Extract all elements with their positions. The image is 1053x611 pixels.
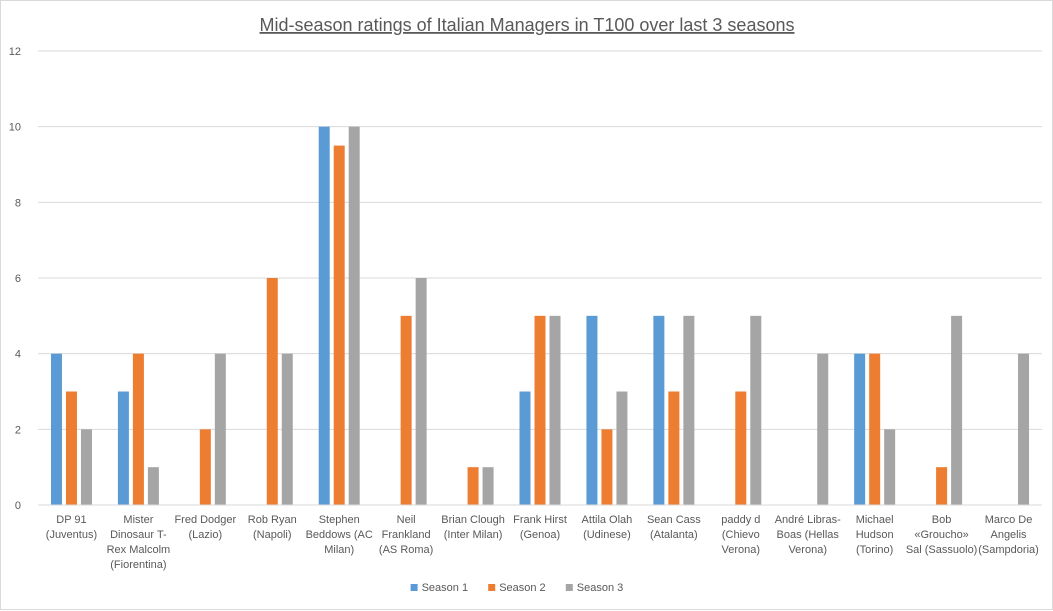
legend-label: Season 1: [422, 582, 468, 594]
bar-season-1: [117, 391, 129, 505]
bar-season-2: [65, 391, 77, 505]
y-tick-label: 2: [15, 424, 21, 436]
bar-season-3: [549, 315, 561, 505]
legend: Season 1 Season 2 Season 3: [410, 582, 623, 594]
y-tick-label: 6: [15, 273, 21, 285]
x-tick-label: Brian Clough (Inter Milan): [441, 514, 505, 541]
x-tick-label: Michael Hudson (Torino): [856, 514, 894, 556]
legend-label: Season 3: [577, 582, 623, 594]
bar-season-3: [817, 353, 829, 505]
bar-season-3: [80, 429, 92, 505]
bar-season-2: [869, 353, 881, 505]
bar-season-1: [50, 353, 62, 505]
bar-season-1: [519, 391, 531, 505]
bar-season-2: [333, 145, 345, 506]
bar-season-2: [534, 315, 546, 505]
legend-swatch: [565, 584, 573, 591]
x-tick-label: Sean Cass (Atalanta): [647, 514, 701, 541]
bar-season-2: [936, 467, 948, 505]
bar-season-3: [951, 315, 963, 505]
bar-season-1: [854, 353, 866, 505]
y-tick-label: 4: [15, 349, 21, 361]
y-tick-label: 12: [9, 46, 21, 58]
y-axis-ticks: 0 2 4 6 8 10 12: [9, 46, 21, 512]
bar-season-3: [884, 429, 896, 505]
bar-season-3: [147, 467, 159, 505]
x-tick-label: paddy d (Chievo Verona): [721, 514, 760, 556]
x-tick-label: Frank Hirst (Genoa): [513, 514, 567, 541]
x-tick-label: DP 91 (Juventus): [46, 514, 97, 541]
bar-season-2: [400, 315, 412, 505]
bar-season-2: [668, 391, 680, 505]
x-tick-label: Marco De Angelis (Sampdoria): [978, 514, 1039, 556]
bar-season-3: [482, 467, 494, 505]
bar-season-2: [199, 429, 211, 505]
x-tick-label: Fred Dodger (Lazio): [174, 514, 236, 541]
x-tick-label: Bob «Groucho» Sal (Sassuolo): [906, 514, 978, 556]
bar-season-2: [266, 278, 278, 505]
legend-swatch: [410, 584, 418, 591]
y-tick-label: 8: [15, 197, 21, 209]
x-tick-label: Neil Frankland (AS Roma): [379, 514, 433, 556]
x-tick-label: Rob Ryan (Napoli): [248, 514, 297, 541]
bar-season-2: [735, 391, 747, 505]
bar-season-3: [750, 315, 762, 505]
bar-season-1: [586, 315, 598, 505]
bar-season-3: [214, 353, 226, 505]
bar-season-2: [601, 429, 613, 505]
bar-season-3: [1018, 353, 1030, 505]
x-tick-label: André Libras-Boas (Hellas Verona): [775, 514, 841, 556]
legend-label: Season 2: [499, 582, 545, 594]
x-tick-label: Stephen Beddows (AC Milan): [306, 514, 373, 556]
x-axis-labels: DP 91 (Juventus) Mister Dinosaur T-Rex Malc…: [46, 514, 1039, 571]
bar-season-2: [467, 467, 479, 505]
bars: [50, 126, 1030, 506]
bar-season-1: [318, 126, 330, 506]
bar-season-3: [281, 353, 293, 505]
bar-season-2: [132, 353, 144, 505]
bar-season-3: [616, 391, 628, 505]
bar-season-1: [653, 315, 665, 505]
bar-season-3: [683, 315, 695, 505]
bar-season-3: [348, 126, 360, 506]
bar-season-3: [415, 278, 427, 505]
chart-title: Mid-season ratings of Italian Managers i…: [260, 15, 795, 35]
y-tick-label: 10: [9, 122, 21, 134]
y-tick-label: 0: [15, 500, 21, 512]
legend-swatch: [488, 584, 496, 591]
x-tick-label: Mister Dinosaur T-Rex Malcolm (Fiorentina): [107, 514, 171, 571]
x-tick-label: Attila Olah (Udinese): [582, 514, 633, 541]
